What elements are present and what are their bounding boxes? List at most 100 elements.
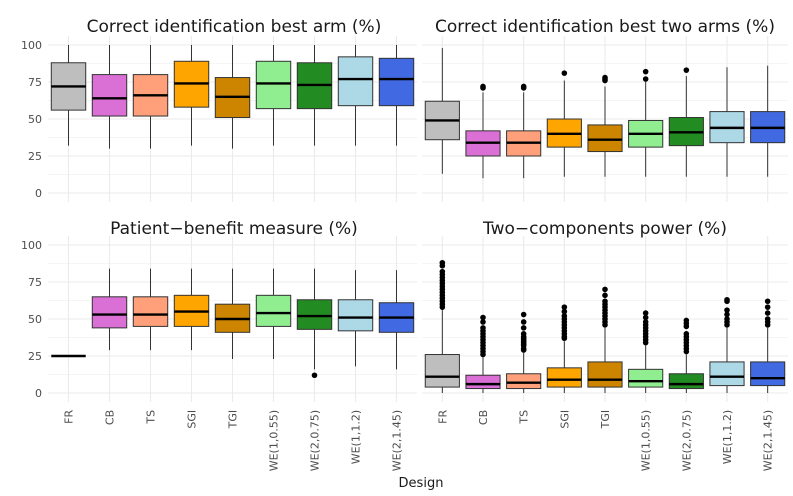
x-tick-label: FR <box>436 410 449 424</box>
x-tick-label: WE(1,0.55) <box>640 410 653 471</box>
outlier-point <box>602 298 608 305</box>
outlier-point <box>764 298 771 305</box>
x-tick-label: WE(1,1.2) <box>721 410 734 464</box>
outlier-point <box>561 304 568 310</box>
box-rect <box>91 296 128 329</box>
outlier-point <box>561 313 568 319</box>
box-WE(2,0.75) <box>296 268 333 379</box>
box-rect <box>296 299 333 330</box>
panel-plot-0: 0 25 50 75 100 <box>21 36 417 202</box>
outlier-point <box>642 68 649 75</box>
box-rect <box>378 57 415 107</box>
outlier-point <box>724 296 730 303</box>
outlier-point <box>642 310 649 316</box>
box-rect <box>506 373 542 390</box>
x-tick-label: TS <box>145 410 158 425</box>
panel-top-left: Correct identification best arm (%) <box>87 17 382 37</box>
box-rect <box>132 296 169 327</box>
box-rect <box>465 374 501 390</box>
box-rect <box>750 361 786 387</box>
box-rect <box>424 354 460 388</box>
box-CB <box>91 268 128 351</box>
outlier-point <box>561 70 568 76</box>
x-tick-label: WE(2,0.75) <box>309 410 322 471</box>
box-TGI <box>587 286 623 393</box>
outlier-point <box>439 268 446 275</box>
outlier-point <box>724 311 730 318</box>
box-WE(2,1.45) <box>750 298 786 393</box>
x-tick-label: FR <box>63 410 76 424</box>
outlier-point <box>602 286 608 293</box>
box-WE(2,0.75) <box>296 45 333 146</box>
box-rect <box>709 361 745 387</box>
x-axis-label: Design <box>399 476 444 491</box>
y-tick-label: 75 <box>28 76 42 89</box>
x-tick-label: WE(1,1.2) <box>350 410 363 464</box>
x-tick-label: SGI <box>558 410 571 429</box>
panel-title-best-two-arms: Correct identification best two arms (%) <box>435 17 775 37</box>
box-WE(1,0.55) <box>255 45 292 146</box>
box-TGI <box>587 74 623 177</box>
box-CB <box>91 45 128 149</box>
box-WE(2,1.45) <box>750 65 786 177</box>
panel-plot-2: 0 25 50 75 100 FR CB TS SGI TGI WE(1,0.55) WE(2,0.7… <box>21 236 417 471</box>
box-WE(1,1.2) <box>709 67 745 177</box>
box-SGI <box>173 45 210 146</box>
y-tick-label: 0 <box>35 187 42 200</box>
outlier-point <box>683 331 690 337</box>
x-tick-label: CB <box>477 410 490 425</box>
x-tick-label: WE(1,0.55) <box>268 410 281 471</box>
box-rect <box>255 294 292 327</box>
x-tick-label: SGI <box>186 410 199 429</box>
box-rect <box>628 368 664 388</box>
box-WE(2,1.45) <box>378 270 415 370</box>
panel-top-right: Correct identification best two arms (%) <box>435 17 775 37</box>
y-tick-label: 50 <box>28 313 42 326</box>
outlier-point <box>642 314 649 321</box>
y-tick-label: 75 <box>28 276 42 289</box>
outlier-point <box>683 67 690 73</box>
y-tick-label: 100 <box>21 239 42 252</box>
box-rect <box>668 373 704 390</box>
outlier-point <box>764 310 771 316</box>
panel-bottom-left: Patient−benefit measure (%) <box>110 219 358 239</box>
box-CB <box>465 314 501 393</box>
y-tick-label: 0 <box>35 387 42 400</box>
panel-plot-1 <box>422 36 788 202</box>
box-WE(2,0.75) <box>668 317 704 393</box>
box-TS <box>132 268 169 351</box>
outlier-point <box>683 317 690 324</box>
box-WE(1,1.2) <box>709 296 745 393</box>
box-rect <box>255 60 292 110</box>
box-WE(2,1.45) <box>378 45 415 146</box>
panel-plot-3: FR CB TS SGI TGI WE(1,0.55) WE(2,0.75) WE(1,1.2… <box>422 236 788 471</box>
box-TGI <box>214 45 251 149</box>
outlier-point <box>642 319 649 325</box>
x-tick-label: TGI <box>227 410 240 430</box>
y-tick-label: 50 <box>28 113 42 126</box>
outlier-point <box>480 325 486 331</box>
box-TS <box>132 45 169 149</box>
outlier-point <box>520 83 527 90</box>
outlier-point <box>764 304 771 310</box>
box-FR <box>424 47 460 174</box>
outlier-point <box>520 325 527 331</box>
box-rect <box>91 74 128 117</box>
panel-bottom-right: Two−components power (%) <box>482 219 727 239</box>
outlier-point <box>724 307 730 313</box>
box-SGI <box>546 70 582 177</box>
box-TS <box>506 83 542 179</box>
outlier-point <box>520 319 527 325</box>
x-tick-label: WE(2,0.75) <box>680 410 693 471</box>
panel-title-two-components-power: Two−components power (%) <box>482 219 727 239</box>
box-SGI <box>173 268 210 351</box>
box-rect <box>587 124 623 153</box>
box-rect <box>587 361 623 388</box>
outlier-point <box>480 319 486 325</box>
x-tick-label: TS <box>518 410 531 425</box>
outlier-point <box>642 76 649 82</box>
outlier-point <box>439 259 446 266</box>
outlier-point <box>520 311 527 318</box>
y-tick-label: 100 <box>21 39 42 52</box>
